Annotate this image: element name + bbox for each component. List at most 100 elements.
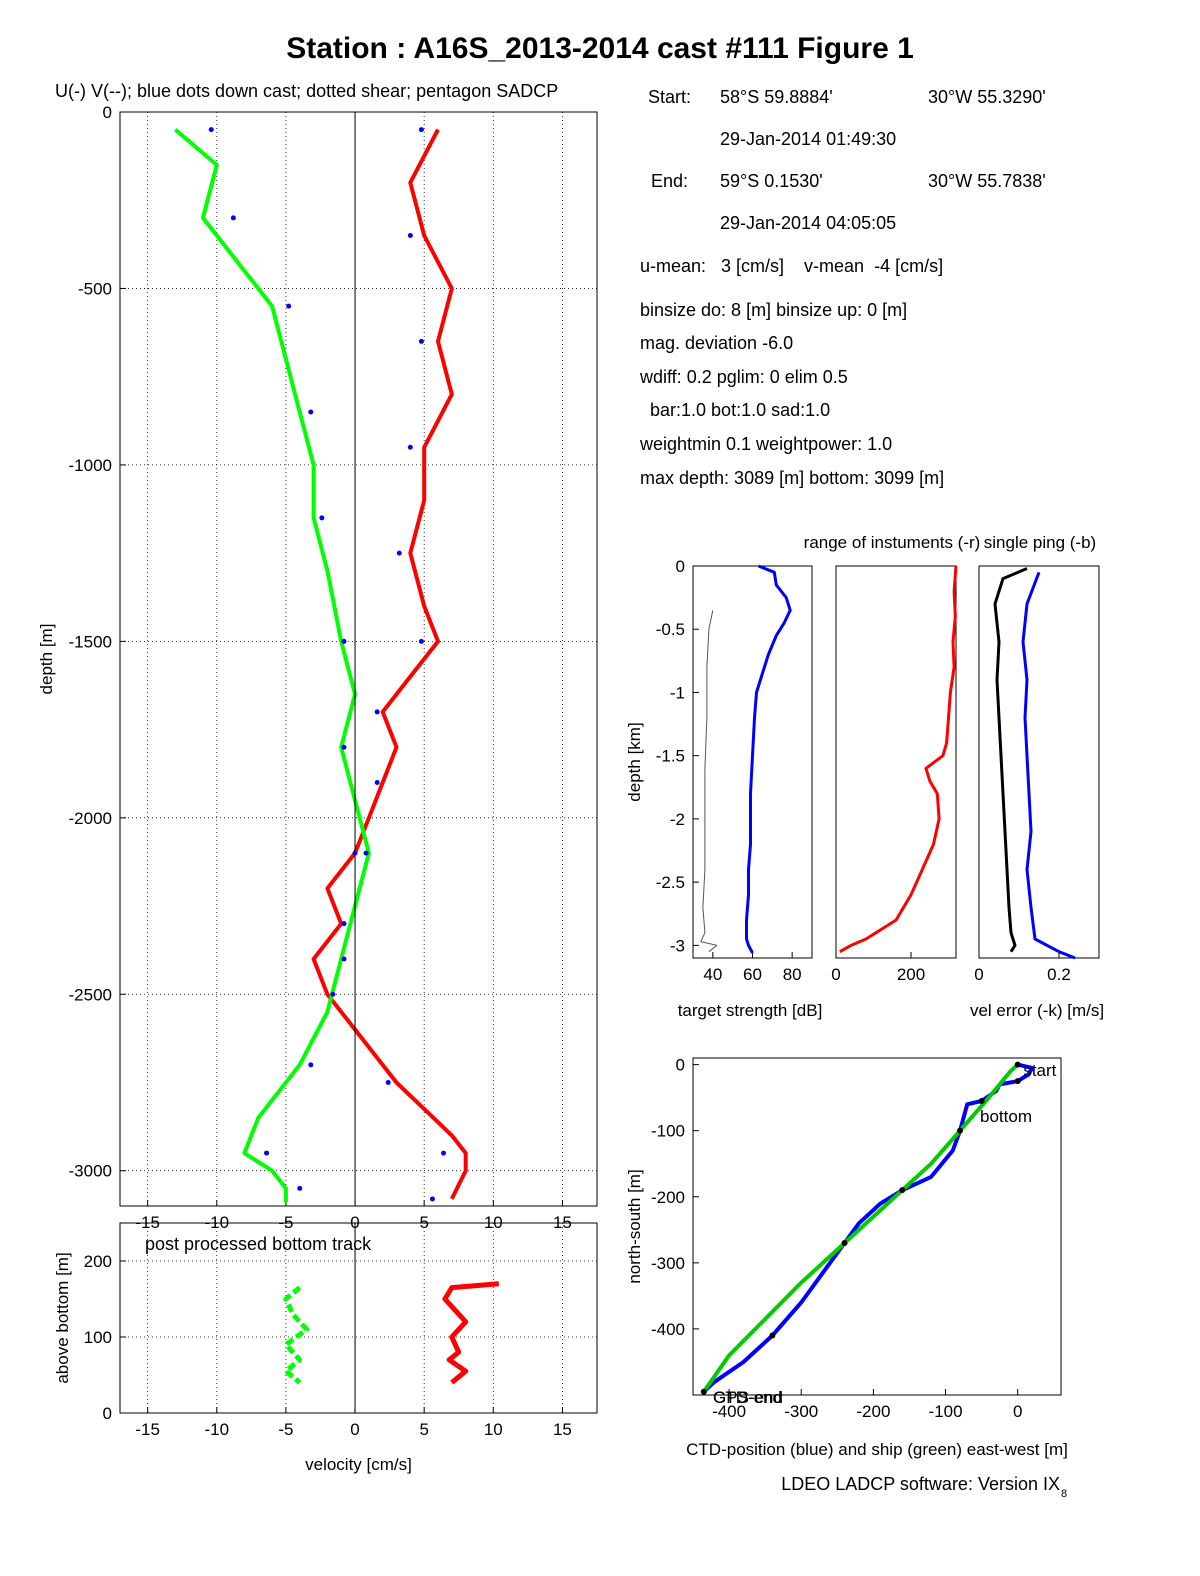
target-strength-ytick-label: -2	[670, 810, 685, 829]
ctd-ship-track-xtick-label: -200	[856, 1402, 890, 1421]
track-marker	[700, 1388, 707, 1395]
bottom-track-panel: -15 -10 -5 0 5 10 15 0 100 200 post processed bott…	[53, 1222, 598, 1474]
velocity-profile-ytick-label: -3000	[69, 1162, 112, 1181]
downcast-dot	[297, 1185, 303, 1191]
software-version-sub: 8	[1061, 1488, 1067, 1500]
bottom-track-annotation: post processed bottom track	[145, 1234, 372, 1254]
binsize-line: binsize do: 8 [m] binsize up: 0 [m]	[640, 300, 907, 320]
downcast-dot	[341, 744, 347, 750]
downcast-dot	[319, 515, 325, 521]
end-time: 29-Jan-2014 04:05:05	[720, 213, 896, 233]
bottom-track-xtick-label: -10	[204, 1420, 229, 1439]
downcast-dot	[441, 1150, 447, 1156]
instrument-range-xtick-label: 0	[831, 965, 840, 984]
track-xlabel: CTD-position (blue) and ship (green) eas…	[686, 1440, 1068, 1459]
wdiff-line: wdiff: 0.2 pglim: 0 elim 0.5	[639, 367, 848, 387]
bar-line: bar:1.0 bot:1.0 sad:1.0	[640, 400, 830, 420]
downcast-dot	[286, 303, 292, 309]
ctd-ship-track-series-ctd	[702, 1062, 1035, 1394]
start-label: Start:	[648, 87, 691, 107]
bottom-track-series-v	[283, 1285, 310, 1385]
bottom-track-xtick-label: 0	[350, 1420, 359, 1439]
velocity-profile-ytick-label: -2500	[69, 985, 112, 1004]
target-strength-ytick-label: -1.5	[656, 747, 685, 766]
velocity-error-frame	[978, 565, 1100, 959]
target-strength-panel: 40 60 80 0 -0.5 -1 -1.5 -2 -2.5 -3 target strength…	[625, 557, 822, 1020]
downcast-dot	[407, 444, 413, 450]
track-annotation: bottom	[980, 1107, 1032, 1126]
track-marker	[841, 1240, 848, 1247]
target-strength-xtick-label: 60	[743, 965, 762, 984]
ve-title: single ping (-b)	[984, 533, 1096, 552]
start-lat: 58°S 59.8884'	[720, 87, 833, 107]
velocity-ylabel: depth [m]	[37, 624, 56, 695]
depth-line: max depth: 3089 [m] bottom: 3099 [m]	[640, 468, 944, 488]
velocity-profile-ytick-label: -1000	[69, 456, 112, 475]
range-title: range of instuments (-r)	[804, 533, 981, 552]
velocity-profile-ytick-label: 0	[103, 103, 112, 122]
velocity-profile-series-u	[311, 128, 468, 1200]
bottom-track-xtick-label: -5	[278, 1420, 293, 1439]
downcast-dot	[374, 780, 380, 786]
means-line: u-mean: 3 [cm/s] v-mean -4 [cm/s]	[640, 256, 943, 276]
velocity-profile-ytick-label: -2000	[69, 809, 112, 828]
ts-ylabel: depth [km]	[625, 722, 644, 801]
velocity-profile-ytick-label: -1500	[69, 632, 112, 651]
instrument-range-series-range	[839, 565, 958, 954]
downcast-dot	[363, 850, 369, 856]
start-lon: 30°W 55.3290'	[928, 87, 1046, 107]
downcast-dot	[352, 850, 358, 856]
track-marker	[1014, 1078, 1021, 1085]
ctd-ship-track-xtick-label: -400	[712, 1402, 746, 1421]
instrument-range-panel: 0 200 range of instuments (-r)	[804, 533, 981, 984]
ctd-ship-track-frame	[692, 1057, 1062, 1396]
track-marker	[899, 1187, 906, 1194]
ve-xlabel: vel error (-k) [m/s]	[970, 1001, 1104, 1020]
downcast-dot	[418, 338, 424, 344]
downcast-dot	[407, 233, 413, 239]
downcast-dot	[374, 709, 380, 715]
bottom-track-ytick-label: 0	[103, 1404, 112, 1423]
ctd-ship-track-ytick-label: 0	[676, 1056, 685, 1075]
bottom-xlabel: velocity [cm/s]	[305, 1455, 412, 1474]
track-marker	[769, 1332, 776, 1339]
bottom-track-ytick-label: 200	[84, 1252, 112, 1271]
track-annotation: GPS-end	[713, 1388, 783, 1407]
bottom-track-series-u	[442, 1281, 500, 1385]
ctd-ship-track-xtick-label: -300	[784, 1402, 818, 1421]
downcast-dot	[418, 638, 424, 644]
velocity-error-series-verr_b	[1021, 571, 1076, 960]
velocity-profile-ytick-label: -500	[78, 279, 112, 298]
weight-line: weightmin 0.1 weightpower: 1.0	[639, 434, 892, 454]
figure-subtitle: U(-) V(--); blue dots down cast; dotted …	[55, 81, 558, 101]
track-marker	[1014, 1061, 1021, 1068]
downcast-dot	[341, 638, 347, 644]
downcast-dot	[264, 1150, 270, 1156]
velocity-error-series-verr_k	[993, 567, 1028, 953]
start-time: 29-Jan-2014 01:49:30	[720, 129, 896, 149]
downcast-dot	[230, 215, 236, 221]
velocity-error-xtick-label: 0	[974, 965, 983, 984]
instrument-range-frame	[835, 565, 957, 959]
ctd-ship-track-ytick-label: -400	[651, 1320, 685, 1339]
figure-title: Station : A16S_2013-2014 cast #111 Figur…	[286, 32, 914, 65]
cast-info: Start: 58°S 59.8884' 30°W 55.3290' 29-Ja…	[639, 87, 1046, 488]
bottom-track-xtick-label: 15	[553, 1420, 572, 1439]
velocity-error-panel: 0 0.2 single ping (-b) vel error (-k) [m/s]	[970, 533, 1104, 1020]
target-strength-series-ts	[745, 564, 792, 954]
downcast-dot	[308, 1062, 314, 1068]
ctd-ship-track-panel: -400 -300 -200 -100 0 0 -100 -200 -300 -400 CTD-po…	[625, 1056, 1068, 1459]
velocity-profile-frame	[119, 111, 598, 1207]
downcast-dot	[208, 127, 214, 133]
target-strength-series-grey	[700, 610, 718, 953]
chart-panels: -15 -10 -5 0 5 10 150-500-1000-1500-2000-2500-…	[37, 103, 1104, 1474]
downcast-dot	[330, 991, 336, 997]
instrument-range-xtick-label: 200	[897, 965, 925, 984]
bottom-track-xtick-label: 10	[484, 1420, 503, 1439]
bottom-track-xtick-label: -15	[135, 1420, 160, 1439]
ctd-ship-track-xtick-label: 0	[1013, 1402, 1022, 1421]
target-strength-xtick-label: 80	[783, 965, 802, 984]
downcast-dot	[308, 409, 314, 415]
bottom-track-ytick-label: 100	[84, 1328, 112, 1347]
